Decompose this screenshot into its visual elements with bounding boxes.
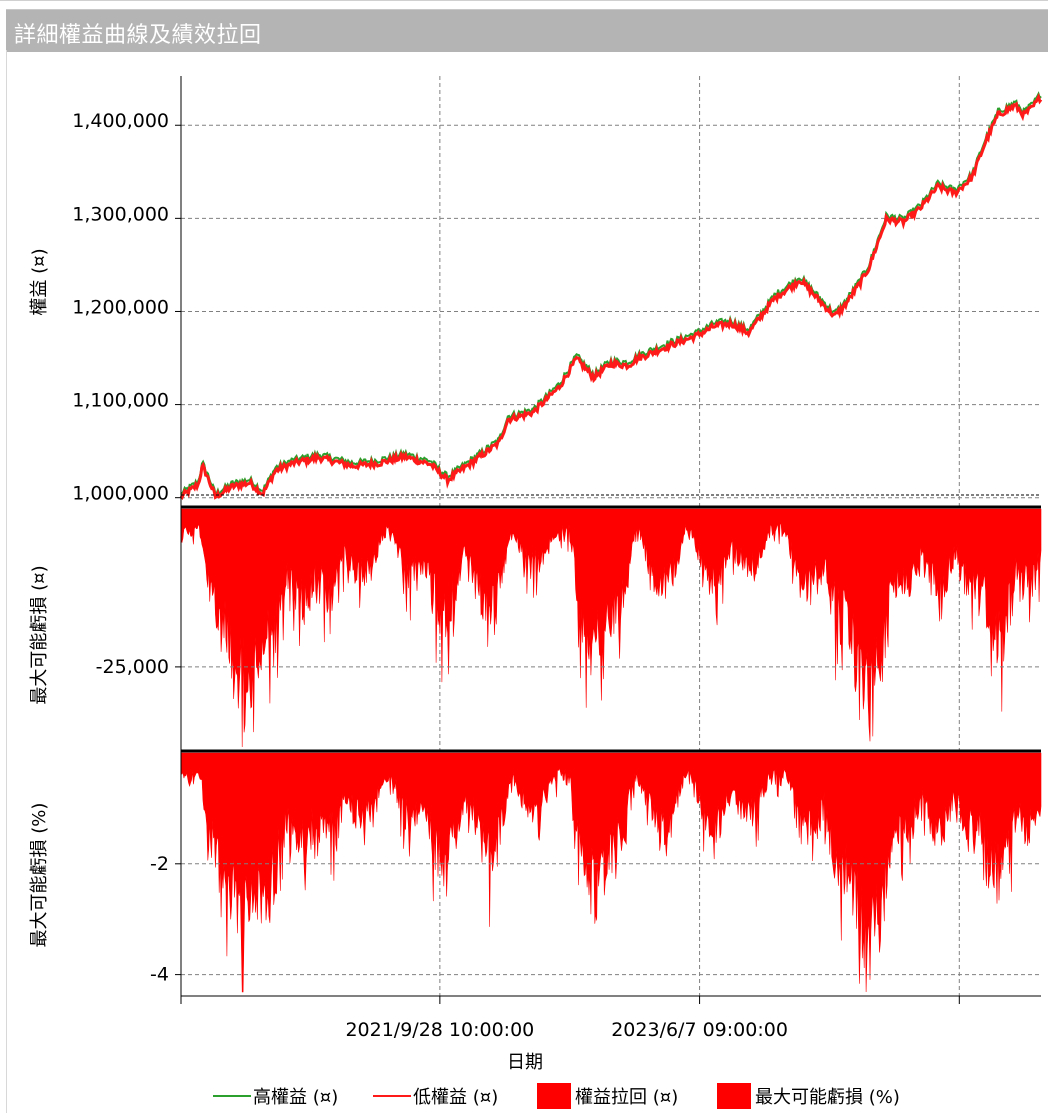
x-tick-label: 2021/9/28 10:00:00 bbox=[345, 1019, 534, 1041]
series-line-high-equity bbox=[180, 91, 1042, 496]
series-line-low-equity bbox=[179, 92, 1043, 501]
y-tick-label: 1,000,000 bbox=[72, 483, 169, 505]
y-axis-title: 最大可能虧損 (%) bbox=[29, 803, 50, 948]
legend-swatch bbox=[537, 1083, 571, 1109]
y-tick-label: 1,100,000 bbox=[72, 390, 169, 412]
y-tick-label: 1,400,000 bbox=[72, 110, 169, 132]
legend-label: 權益拉回 (¤) bbox=[575, 1087, 678, 1108]
page-title: 詳細權益曲線及績效拉回 bbox=[14, 23, 262, 48]
y-tick-label: -25,000 bbox=[96, 656, 169, 678]
y-tick-label: -2 bbox=[150, 853, 169, 875]
equity-drawdown-chart: 1,000,000 1,100,000 1,200,000 1,300,000 1,40… bbox=[29, 76, 1043, 1109]
title-bar: 詳細權益曲線及績效拉回 bbox=[0, 0, 1048, 52]
legend-label: 最大可能虧損 (%) bbox=[755, 1087, 900, 1108]
x-axis-title: 日期 bbox=[507, 1052, 543, 1073]
y-tick-label: -4 bbox=[150, 964, 169, 986]
drawdown-area-percent bbox=[180, 752, 1042, 993]
legend-label: 高權益 (¤) bbox=[253, 1087, 338, 1108]
y-tick-label: 1,200,000 bbox=[72, 296, 169, 318]
drawdown-area-amount bbox=[180, 508, 1042, 748]
chart-frame: 1,000,000 1,100,000 1,200,000 1,300,000 1,40… bbox=[6, 50, 1047, 1113]
y-tick-label: 1,300,000 bbox=[72, 203, 169, 225]
title-bar-panel: 詳細權益曲線及績效拉回 bbox=[6, 9, 1048, 52]
y-axis-title: 最大可能虧損 (¤) bbox=[29, 565, 50, 704]
x-tick-label: 2023/6/7 09:00:00 bbox=[611, 1019, 788, 1041]
legend-swatch bbox=[717, 1083, 751, 1109]
y-axis-title: 權益 (¤) bbox=[29, 248, 50, 315]
legend-label: 低權益 (¤) bbox=[413, 1087, 498, 1108]
